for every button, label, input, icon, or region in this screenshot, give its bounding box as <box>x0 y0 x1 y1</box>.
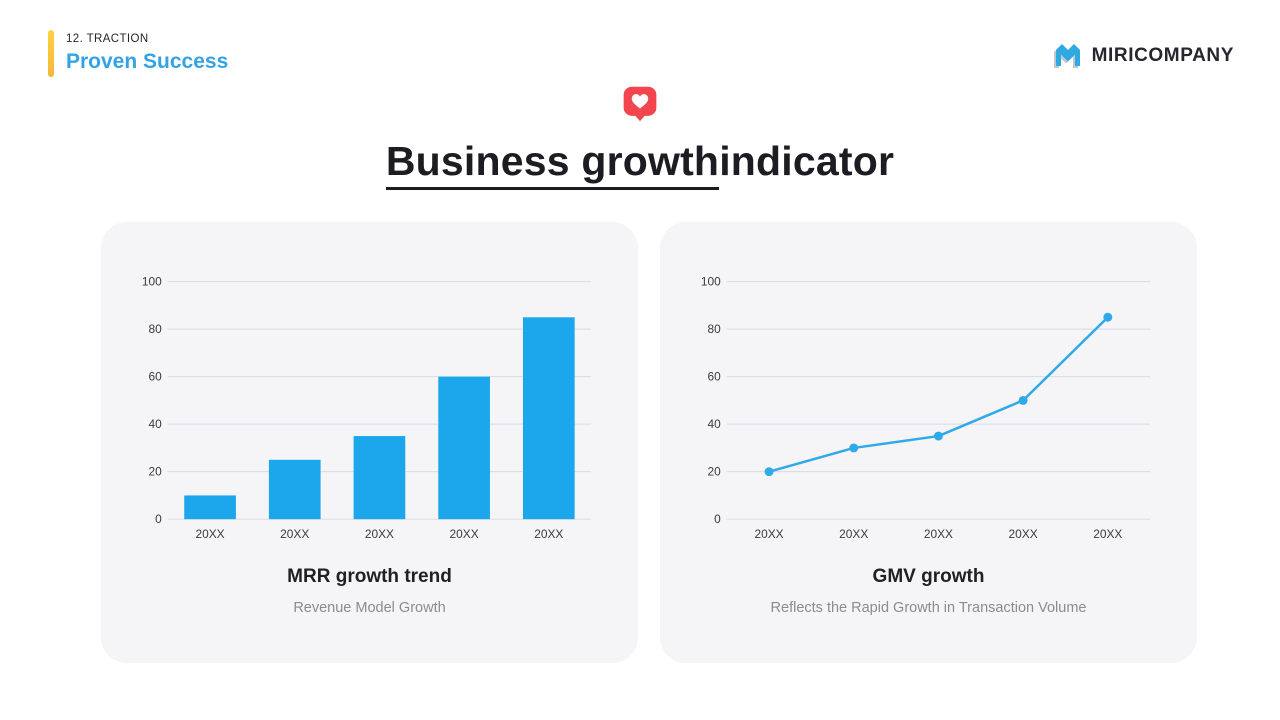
svg-text:40: 40 <box>149 417 163 431</box>
header: 12. TRACTION Proven Success MIRICOMPANY <box>48 30 1234 77</box>
gmv-chart-card: 0 20 40 60 80 100 20XX 20XX 20XX 20XX 20XX GMV gro… <box>660 222 1197 663</box>
svg-text:40: 40 <box>708 417 722 431</box>
svg-text:20XX: 20XX <box>450 527 479 541</box>
logo-text: MIRICOMPANY <box>1091 45 1234 66</box>
page-title: Business growthindicator <box>0 138 1280 190</box>
gmv-line-chart: 0 20 40 60 80 100 20XX 20XX 20XX 20XX 20XX <box>701 275 1151 541</box>
svg-text:20XX: 20XX <box>1093 527 1122 541</box>
svg-text:20XX: 20XX <box>534 527 563 541</box>
section-title: Proven Success <box>66 50 229 73</box>
svg-text:0: 0 <box>155 512 162 526</box>
chart-cards: 0 20 40 60 80 100 20XX 20XX 20XX 20XX 20XX MRR gro… <box>101 222 1197 663</box>
section-label-block: 12. TRACTION Proven Success <box>48 30 228 77</box>
svg-text:20XX: 20XX <box>280 527 309 541</box>
svg-text:60: 60 <box>708 370 722 384</box>
accent-bar <box>48 30 54 77</box>
svg-text:20XX: 20XX <box>1009 527 1038 541</box>
chart-title: MRR growth trend <box>287 566 452 587</box>
section-label-texts: 12. TRACTION Proven Success <box>66 30 228 77</box>
chart-subtitle: Reflects the Rapid Growth in Transaction… <box>770 600 1087 616</box>
hero: Business growthindicator <box>0 84 1280 190</box>
svg-text:0: 0 <box>714 512 721 526</box>
svg-text:20XX: 20XX <box>365 527 394 541</box>
svg-text:60: 60 <box>149 370 163 384</box>
svg-text:20: 20 <box>149 465 163 479</box>
mrr-chart-card: 0 20 40 60 80 100 20XX 20XX 20XX 20XX 20XX MRR gro… <box>101 222 638 663</box>
svg-text:20XX: 20XX <box>755 527 784 541</box>
section-kicker: 12. TRACTION <box>66 33 149 45</box>
svg-text:20: 20 <box>708 465 722 479</box>
company-logo: MIRICOMPANY <box>1052 40 1234 72</box>
svg-text:20XX: 20XX <box>839 527 868 541</box>
svg-text:80: 80 <box>149 322 163 336</box>
svg-text:80: 80 <box>708 322 722 336</box>
chart-title: GMV growth <box>872 566 985 587</box>
svg-text:20XX: 20XX <box>196 527 225 541</box>
svg-text:100: 100 <box>701 275 721 289</box>
mrr-bar-chart: 0 20 40 60 80 100 20XX 20XX 20XX 20XX 20XX <box>142 275 592 541</box>
svg-text:100: 100 <box>142 275 162 289</box>
svg-text:20XX: 20XX <box>924 527 953 541</box>
page-title-rest: indicator <box>719 138 895 184</box>
logo-m-icon <box>1053 44 1080 68</box>
chart-subtitle: Revenue Model Growth <box>293 600 446 616</box>
page-title-underlined: Business growth <box>385 138 720 190</box>
heart-like-icon <box>620 84 660 126</box>
